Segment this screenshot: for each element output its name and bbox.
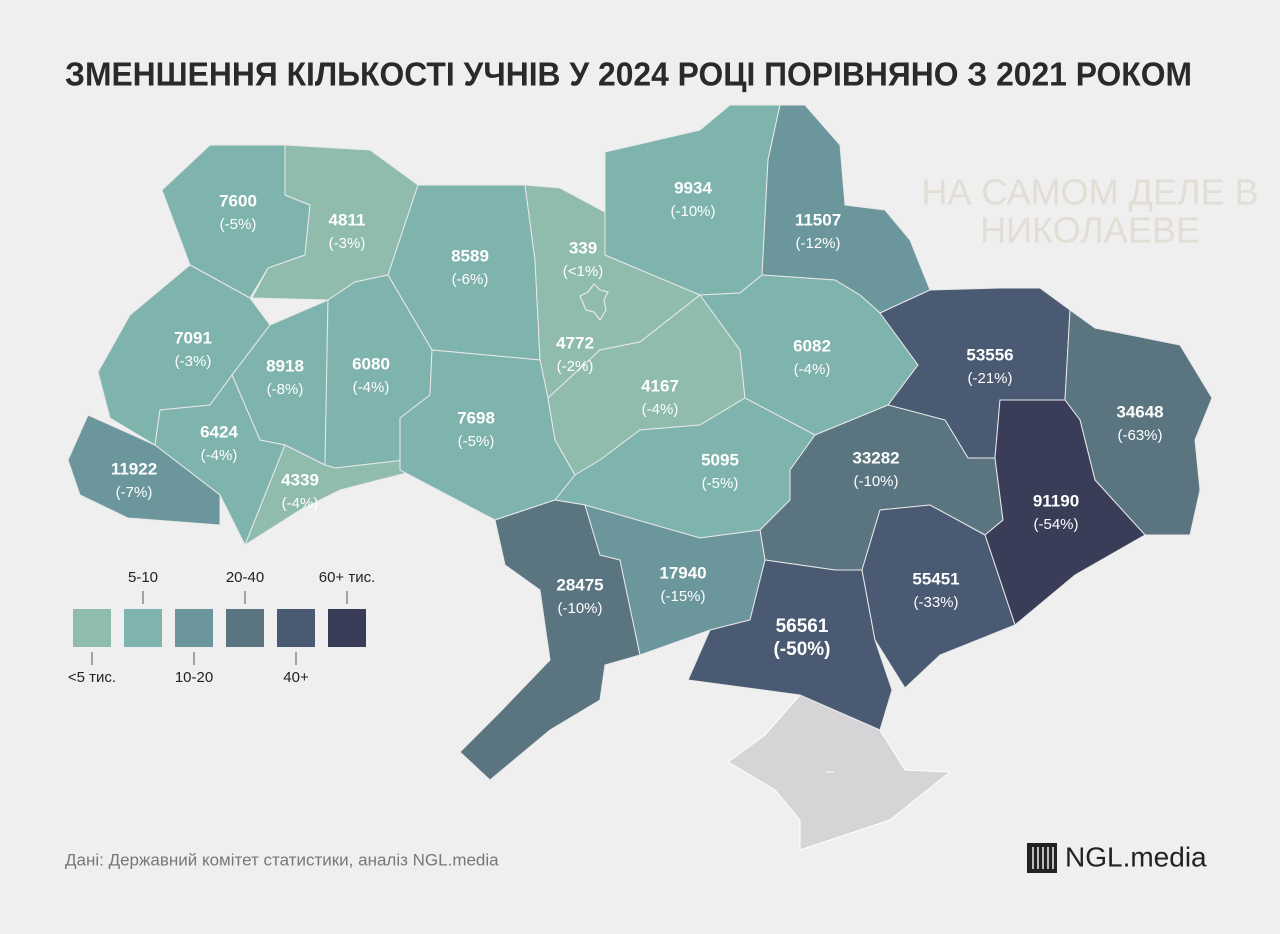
title: ЗМЕНШЕННЯ КІЛЬКОСТІ УЧНІВ У 2024 РОЦІ ПО… bbox=[65, 56, 1192, 93]
region-change: (-15%) bbox=[660, 588, 705, 605]
region-value: 6080 bbox=[352, 354, 390, 373]
region-value: 9934 bbox=[674, 178, 712, 197]
region-change: (-6%) bbox=[452, 271, 489, 288]
region-value: 53556 bbox=[966, 345, 1013, 364]
legend-label: 60+ тис. bbox=[319, 569, 376, 586]
region-change: (-33%) bbox=[913, 594, 958, 611]
region-value: 4339 bbox=[281, 470, 319, 489]
region-value: 8918 bbox=[266, 356, 304, 375]
region-value: 55451 bbox=[912, 569, 959, 588]
region-change: (<1%) bbox=[563, 263, 603, 280]
region-change: (-7%) bbox=[116, 484, 153, 501]
region-value: 11507 bbox=[795, 210, 841, 229]
region-value: 28475 bbox=[556, 575, 603, 594]
crimea bbox=[727, 694, 952, 851]
region bbox=[687, 559, 893, 731]
legend-swatch bbox=[124, 609, 162, 647]
region-value: 7698 bbox=[457, 408, 495, 427]
region-change: (-5%) bbox=[702, 475, 739, 492]
region-value: 5095 bbox=[701, 450, 739, 469]
crimea-label: – bbox=[826, 763, 834, 779]
region-value: 6424 bbox=[200, 422, 238, 441]
region-change: (-5%) bbox=[220, 216, 257, 233]
region-change: (-12%) bbox=[795, 235, 840, 252]
region-value: 33282 bbox=[852, 448, 899, 467]
region-change: (-50%) bbox=[773, 639, 830, 660]
regions: – 7600 (-5%) 4811 (-3%) 8589 (-6%) 339 (<1%) 4772… bbox=[67, 104, 1213, 851]
legend-label: <5 тис. bbox=[68, 669, 116, 686]
legend-label: 40+ bbox=[283, 669, 309, 686]
region-value: 8589 bbox=[451, 246, 489, 265]
region bbox=[861, 504, 1016, 689]
region-change: (-10%) bbox=[670, 203, 715, 220]
logo-text: NGL.media bbox=[1065, 841, 1207, 872]
region-value: 91190 bbox=[1033, 491, 1079, 510]
region-value: 6082 bbox=[793, 336, 831, 355]
region-change: (-3%) bbox=[329, 235, 366, 252]
region-value: 4772 bbox=[556, 333, 594, 352]
region-change: (-21%) bbox=[967, 370, 1012, 387]
region-value: 4811 bbox=[329, 210, 366, 229]
logo-icon bbox=[1027, 843, 1057, 873]
region-value: 339 bbox=[569, 238, 597, 257]
legend-swatch bbox=[226, 609, 264, 647]
region-change: (-10%) bbox=[557, 600, 602, 617]
region bbox=[984, 399, 1146, 626]
region-value: 4167 bbox=[641, 376, 679, 395]
region-change: (-5%) bbox=[458, 433, 495, 450]
kyiv-city bbox=[579, 283, 609, 322]
region-change: (-54%) bbox=[1033, 516, 1078, 533]
watermark: НИКОЛАЕВЕ bbox=[980, 210, 1200, 251]
legend-swatch bbox=[277, 609, 315, 647]
region-change: (-4%) bbox=[642, 401, 679, 418]
region-change: (-63%) bbox=[1117, 427, 1162, 444]
region-change: (-10%) bbox=[853, 473, 898, 490]
region-change: (-3%) bbox=[175, 353, 212, 370]
region-change: (-8%) bbox=[267, 381, 304, 398]
legend-swatch bbox=[175, 609, 213, 647]
region-value: 34648 bbox=[1116, 402, 1163, 421]
source: Дані: Державний комітет статистики, анал… bbox=[65, 850, 499, 869]
region bbox=[67, 414, 221, 526]
legend-label: 20-40 bbox=[226, 569, 264, 586]
watermark: НА САМОМ ДЕЛЕ В bbox=[921, 172, 1258, 213]
region-change: (-4%) bbox=[201, 447, 238, 464]
region-value: 56561 bbox=[776, 616, 829, 637]
legend-label: 5-10 bbox=[128, 569, 158, 586]
region-value: 7600 bbox=[219, 191, 257, 210]
legend: <5 тис. 5-10 10-20 20-40 40+ 60+ тис. bbox=[68, 569, 375, 686]
region-value: 17940 bbox=[659, 563, 706, 582]
region-value: 7091 bbox=[174, 328, 212, 347]
region-change: (-4%) bbox=[282, 495, 319, 512]
legend-label: 10-20 bbox=[175, 669, 213, 686]
region-change: (-2%) bbox=[557, 358, 594, 375]
legend-swatch bbox=[328, 609, 366, 647]
region-change: (-4%) bbox=[353, 379, 390, 396]
region-change: (-4%) bbox=[794, 361, 831, 378]
legend-swatch bbox=[73, 609, 111, 647]
region bbox=[251, 144, 419, 301]
region-value: 11922 bbox=[111, 459, 157, 478]
